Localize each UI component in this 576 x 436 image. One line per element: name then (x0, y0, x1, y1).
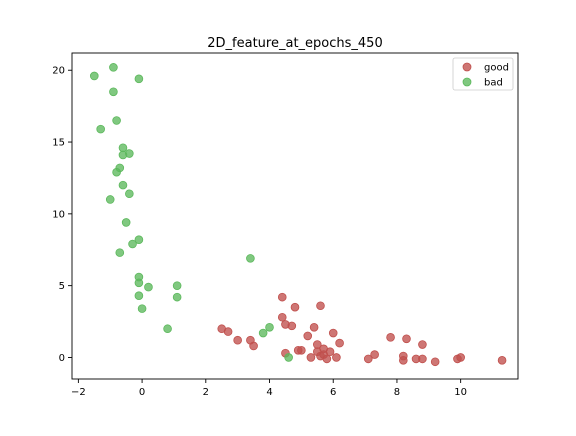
point-bad (258, 328, 268, 338)
point-good (402, 334, 411, 344)
point-good (297, 345, 306, 355)
point-good (399, 356, 408, 365)
legend-marker-good (462, 62, 472, 72)
point-bad (112, 167, 121, 177)
point-good (370, 350, 379, 359)
point-bad (163, 324, 172, 334)
point-good (223, 327, 233, 336)
legend-label-good: good (484, 63, 509, 74)
x-tick-label: 6 (330, 387, 336, 398)
point-good (335, 338, 344, 348)
point-bad (109, 63, 118, 72)
y-tick-label: 5 (59, 281, 65, 292)
point-good (287, 321, 297, 331)
point-good (430, 357, 440, 367)
point-bad (115, 248, 125, 257)
plot-area (90, 63, 507, 367)
point-good (306, 353, 316, 362)
point-bad (125, 149, 134, 158)
point-good (309, 322, 319, 332)
series-bad (90, 63, 293, 362)
point-bad (125, 189, 134, 199)
point-bad (109, 87, 118, 97)
y-axis: 0 5 10 15 20 (52, 66, 72, 364)
point-good (233, 335, 242, 345)
point-good (322, 354, 332, 364)
point-bad (118, 143, 128, 153)
x-tick-label: −2 (71, 387, 86, 398)
point-bad (144, 282, 153, 292)
point-bad (134, 278, 144, 288)
point-good (290, 302, 300, 312)
chart-title: 2D_feature_at_epochs_450 (207, 36, 382, 51)
point-good (497, 356, 507, 365)
point-good (249, 341, 258, 351)
point-good (277, 292, 287, 302)
point-bad (284, 353, 293, 362)
point-bad (265, 322, 274, 332)
plot-frame (71, 52, 519, 380)
point-good (418, 354, 427, 364)
point-good (316, 301, 325, 311)
point-good (386, 333, 395, 342)
point-bad (90, 71, 99, 81)
point-bad (134, 235, 144, 244)
x-axis: −2 0 2 4 6 8 10 (71, 379, 467, 398)
point-good (277, 312, 287, 322)
point-good (456, 353, 465, 362)
point-bad (134, 74, 144, 84)
legend-marker-bad (462, 77, 472, 87)
point-good (328, 328, 338, 338)
legend: good bad (452, 57, 514, 91)
point-bad (137, 304, 147, 313)
point-bad (172, 281, 182, 290)
point-bad (96, 124, 105, 134)
point-bad (118, 180, 128, 190)
point-bad (246, 254, 255, 263)
point-good (332, 353, 341, 362)
y-tick-label: 0 (59, 353, 65, 364)
y-tick-label: 10 (52, 209, 65, 220)
x-tick-label: 0 (139, 387, 145, 398)
point-bad (112, 116, 121, 125)
x-tick-label: 4 (266, 387, 272, 398)
legend-label-bad: bad (484, 78, 503, 89)
point-good (325, 347, 335, 357)
point-bad (121, 218, 131, 227)
x-tick-label: 2 (203, 387, 209, 398)
y-tick-label: 20 (52, 66, 65, 77)
y-tick-label: 15 (52, 138, 65, 149)
point-bad (105, 195, 115, 204)
point-good (363, 354, 373, 364)
point-good (418, 340, 427, 349)
point-good (303, 331, 313, 341)
point-bad (134, 291, 144, 301)
point-bad (128, 239, 137, 249)
series-good (217, 292, 507, 367)
x-tick-label: 8 (394, 387, 400, 398)
x-tick-label: 10 (454, 387, 467, 398)
point-bad (172, 292, 182, 302)
